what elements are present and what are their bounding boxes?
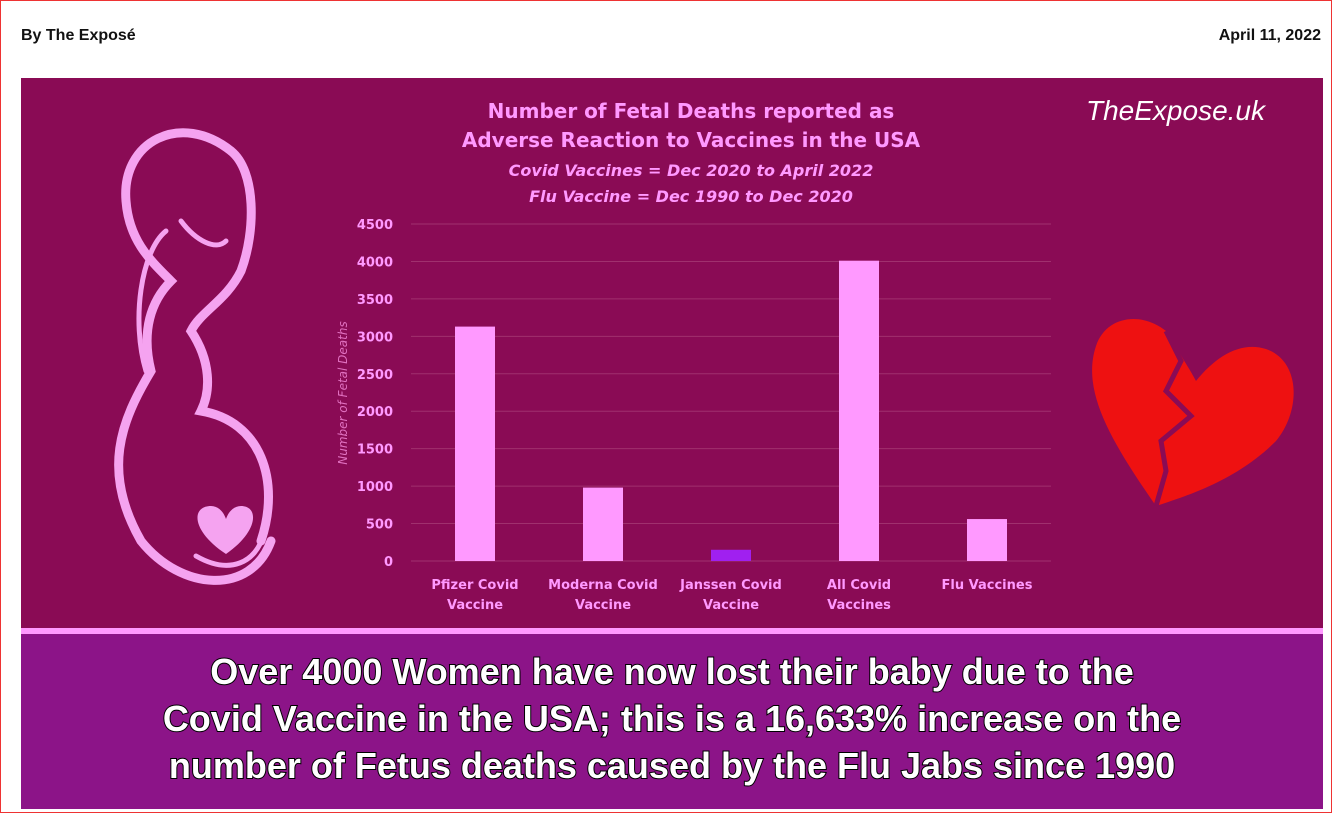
x-tick-label: Pfizer Covid Vaccine xyxy=(431,578,519,613)
bar xyxy=(583,487,623,561)
bar xyxy=(711,549,751,561)
broken-heart-icon xyxy=(1092,319,1294,506)
y-tick-label: 2000 xyxy=(357,405,393,420)
y-tick-label: 1500 xyxy=(357,443,393,458)
chart-title: Number of Fetal Deaths reported as Adver… xyxy=(461,99,921,152)
y-tick-label: 4500 xyxy=(357,218,393,233)
divider xyxy=(21,628,1323,634)
y-tick-label: 0 xyxy=(384,555,393,570)
y-tick-label: 3000 xyxy=(357,330,393,345)
y-tick-label: 2500 xyxy=(357,368,393,383)
y-tick-label: 4000 xyxy=(357,255,393,270)
watermark: TheExpose.uk xyxy=(1086,95,1265,126)
x-tick-label: All Covid Vaccines xyxy=(826,578,892,613)
banner-line: Covid Vaccine in the USA; this is a 16,6… xyxy=(162,697,1182,740)
chart-subtitle: Flu Vaccine = Dec 1990 to Dec 2020 xyxy=(529,187,853,206)
banner-line: number of Fetus deaths caused by the Flu… xyxy=(168,744,1176,787)
banner-line: Over 4000 Women have now lost their baby… xyxy=(209,650,1135,693)
pregnant-woman-icon xyxy=(114,128,276,585)
date: April 11, 2022 xyxy=(1218,27,1321,44)
x-tick-label: Janssen Covid Vaccine xyxy=(680,578,782,613)
y-tick-label: 500 xyxy=(366,518,393,533)
bar xyxy=(455,326,495,561)
y-axis-label: Number of Fetal Deaths xyxy=(336,321,350,464)
y-tick-label: 3500 xyxy=(357,293,393,308)
x-tick-label: Flu Vaccines xyxy=(941,578,1033,593)
chart-subtitle: Covid Vaccines = Dec 2020 to April 2022 xyxy=(508,161,874,180)
heart-icon-small xyxy=(197,506,254,554)
banner-background xyxy=(21,634,1323,809)
bar xyxy=(839,260,879,561)
byline: By The Exposé xyxy=(21,27,136,44)
heart-crack xyxy=(1153,329,1195,507)
bar xyxy=(967,519,1007,561)
y-tick-label: 1000 xyxy=(357,480,393,495)
x-tick-label: Moderna Covid Vaccine xyxy=(548,578,658,613)
